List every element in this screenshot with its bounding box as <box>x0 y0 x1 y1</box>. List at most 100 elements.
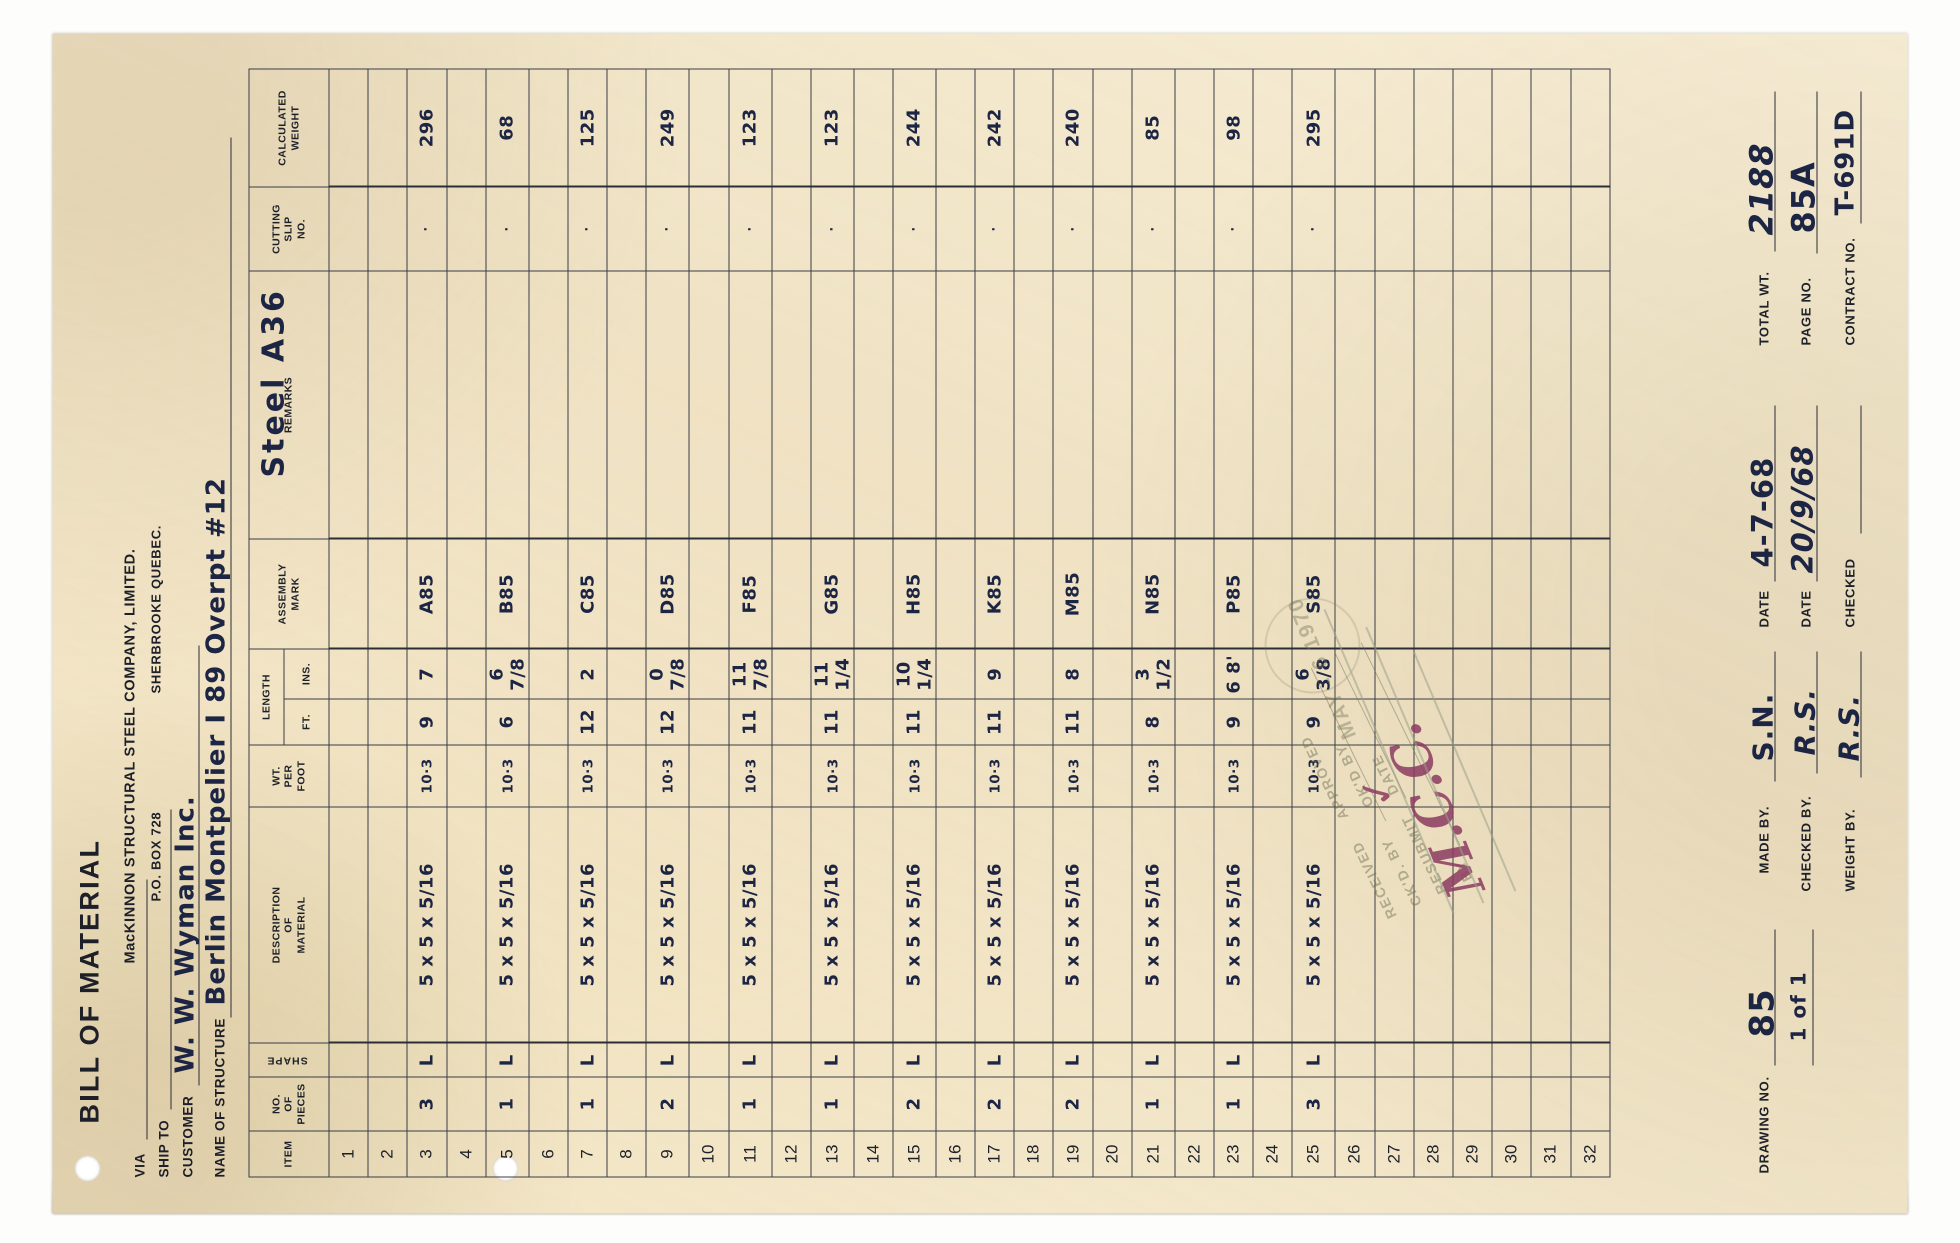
row-cell-wt-per-foot <box>1092 744 1132 807</box>
row-cell-cutting-slip: · <box>974 186 1014 271</box>
row-cell-assembly-mark <box>1491 538 1531 649</box>
row-cell-length-ins <box>367 648 407 699</box>
row-cell-item: 4 <box>446 1130 486 1177</box>
row-cell-remarks <box>688 270 728 539</box>
row-cell-remarks <box>606 270 646 539</box>
row-cell-calculated-weight-text: 296 <box>415 107 437 147</box>
row-cell-cutting-slip-text: · <box>816 225 842 233</box>
row-cell-length-ins <box>528 648 568 699</box>
row-cell-cutting-slip <box>528 186 568 271</box>
row-cell-cutting-slip <box>328 186 368 271</box>
row-cell-length-ft: 8 <box>1131 698 1175 745</box>
row-cell-wt-per-foot-text: 10·3 <box>824 757 841 794</box>
row-cell-calculated-weight: 85 <box>1131 68 1175 187</box>
row-cell-description-text: 5 x 5 x 5/16 <box>1062 862 1084 986</box>
th-length: LENGTH <box>248 648 284 745</box>
row-cell-length-ft-text: 11 <box>1062 708 1084 735</box>
row-cell-item: 18 <box>1013 1130 1053 1177</box>
row-cell-wt-per-foot <box>328 744 368 807</box>
row-cell-shape-text: L <box>1222 1053 1244 1066</box>
row-cell-calculated-weight <box>1413 68 1453 187</box>
row-cell-calculated-weight: 249 <box>645 68 689 187</box>
row-cell-description <box>1092 806 1132 1043</box>
row-cell-calculated-weight-text: 244 <box>903 107 925 147</box>
made-by-value: S.N. <box>1746 692 1779 761</box>
row-cell-pieces: 1 <box>728 1076 771 1131</box>
row-cell-assembly-mark <box>528 538 568 649</box>
row-cell-wt-per-foot: 10·3 <box>974 744 1014 807</box>
contract-no-label: CONTRACT NO. <box>1842 236 1857 345</box>
row-cell-calculated-weight <box>1452 68 1492 187</box>
row-cell-description-text: 5 x 5 x 5/16 <box>821 862 843 986</box>
via-rule <box>146 879 147 1139</box>
row-cell-item: 28 <box>1413 1130 1453 1177</box>
row-cell-shape <box>935 1042 975 1077</box>
row-cell-description-text: 5 x 5 x 5/16 <box>415 862 437 986</box>
row-cell-item: 24 <box>1252 1130 1292 1177</box>
row-cell-item: 9 <box>645 1130 689 1177</box>
row-cell-item: 1 <box>328 1130 368 1177</box>
row-cell-shape: L <box>1291 1042 1335 1077</box>
checked-date-label: DATE <box>1798 589 1813 627</box>
row-cell-item: 27 <box>1374 1130 1414 1177</box>
row-cell-length-ft <box>446 698 486 745</box>
row-cell-cutting-slip <box>1530 186 1570 271</box>
row-cell-shape-text: L <box>415 1053 437 1066</box>
row-cell-shape: L <box>1052 1042 1093 1077</box>
th-no-of-pieces: NO. OF PIECES <box>248 1076 329 1131</box>
row-cell-pieces <box>688 1076 728 1131</box>
row-cell-cutting-slip: · <box>406 186 447 271</box>
row-cell-remarks <box>567 270 607 539</box>
row-cell-calculated-weight <box>935 68 975 187</box>
row-cell-length-ins <box>1013 648 1053 699</box>
row-cell-remarks <box>1413 270 1453 539</box>
row-cell-calculated-weight-text: 85 <box>1142 114 1164 141</box>
row-cell-assembly-mark <box>1452 538 1492 649</box>
row-cell-description-text: 5 x 5 x 5/16 <box>739 862 760 986</box>
row-cell-wt-per-foot <box>1013 744 1053 807</box>
row-cell-wt-per-foot: 10·3 <box>728 744 771 807</box>
row-cell-remarks <box>328 270 368 539</box>
row-cell-calculated-weight: 244 <box>892 68 936 187</box>
row-cell-item: 3 <box>406 1130 447 1177</box>
row-cell-wt-per-foot <box>1174 744 1214 807</box>
row-cell-item-text: 11 <box>739 1144 759 1163</box>
table-row: 29 <box>1452 68 1492 1177</box>
row-cell-item-text: 17 <box>984 1144 1004 1163</box>
row-cell-length-ins <box>1452 648 1492 699</box>
row-cell-description <box>688 806 728 1043</box>
row-cell-pieces-text: 1 <box>1222 1096 1244 1111</box>
row-cell-cutting-slip <box>1452 186 1492 271</box>
row-cell-pieces: 3 <box>406 1076 447 1131</box>
remarks-steel-grade-note: Steel A36 <box>256 287 291 477</box>
table-row: 19 2 L 5 x 5 x 5/16 10·3 11 8 M85 · 240 <box>1052 68 1093 1177</box>
row-cell-cutting-slip <box>1413 186 1453 271</box>
row-cell-cutting-slip <box>367 186 407 271</box>
row-cell-description: 5 x 5 x 5/16 <box>1213 806 1253 1043</box>
row-cell-shape <box>1491 1042 1531 1077</box>
row-cell-length-ft: 9 <box>406 698 447 745</box>
row-cell-item-text: 29 <box>1462 1144 1482 1163</box>
ship-to-rule <box>170 809 171 1109</box>
made-date-value: 4-7-68 <box>1745 456 1779 567</box>
row-cell-description <box>328 806 368 1043</box>
row-cell-length-ins <box>1174 648 1214 699</box>
made-date-label: DATE <box>1756 589 1771 627</box>
row-cell-remarks <box>892 270 936 539</box>
table-row: 6 <box>528 68 568 1177</box>
row-cell-pieces-text: 1 <box>1142 1096 1164 1111</box>
row-cell-calculated-weight <box>328 68 368 187</box>
row-cell-remarks <box>1570 270 1610 539</box>
row-cell-item-text: 25 <box>1303 1144 1323 1163</box>
row-cell-assembly-mark <box>606 538 646 649</box>
row-cell-cutting-slip <box>1252 186 1292 271</box>
row-cell-cutting-slip <box>1374 186 1414 271</box>
row-cell-shape <box>1530 1042 1570 1077</box>
row-cell-description-text: 5 x 5 x 5/16 <box>656 862 678 986</box>
row-cell-shape <box>688 1042 728 1077</box>
row-cell-item-text: 18 <box>1023 1144 1043 1163</box>
row-cell-remarks <box>1252 270 1292 539</box>
row-cell-remarks <box>974 270 1014 539</box>
row-cell-wt-per-foot: 10·3 <box>1131 744 1175 807</box>
row-cell-calculated-weight: 295 <box>1291 68 1335 187</box>
